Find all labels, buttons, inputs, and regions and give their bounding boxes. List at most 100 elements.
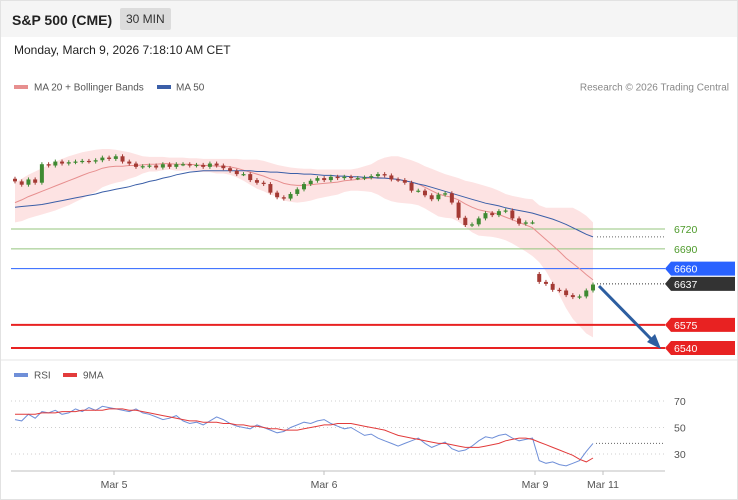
rsi-panel: 70 50 30 bbox=[11, 396, 686, 467]
candlesticks bbox=[13, 154, 595, 300]
candle-body bbox=[187, 164, 192, 166]
candle-body bbox=[107, 157, 112, 159]
candle-body bbox=[140, 166, 145, 168]
candle-body bbox=[382, 174, 387, 176]
candle-body bbox=[543, 281, 548, 284]
candle-body bbox=[234, 170, 239, 175]
level-label-6660: 6660 bbox=[674, 264, 698, 276]
candle-body bbox=[19, 181, 24, 185]
candle-body bbox=[349, 176, 354, 179]
candle-body bbox=[221, 165, 226, 169]
candle-body bbox=[591, 284, 595, 291]
x-tick-label: Mar 11 bbox=[587, 479, 619, 491]
candle-body bbox=[375, 174, 380, 177]
candle-body bbox=[496, 211, 501, 216]
rsi-legend-swatch bbox=[14, 373, 28, 377]
candle-body bbox=[207, 163, 212, 167]
candle-body bbox=[537, 273, 542, 282]
candle-body bbox=[443, 193, 448, 195]
ma20-legend-label: MA 20 + Bollinger Bands bbox=[34, 83, 144, 94]
candle-body bbox=[362, 177, 367, 179]
level-label-6690: 6690 bbox=[674, 244, 698, 256]
candle-body bbox=[302, 184, 306, 190]
rsi-line bbox=[14, 405, 594, 467]
candle-body bbox=[396, 179, 401, 181]
level-label-6720: 6720 bbox=[674, 224, 698, 236]
chart-header: S&P 500 (CME) 30 MIN bbox=[1, 1, 737, 37]
candle-body bbox=[113, 156, 118, 159]
candle-body bbox=[241, 174, 246, 176]
rsi-ma-line bbox=[15, 408, 594, 463]
candle-body bbox=[268, 184, 273, 193]
candle-body bbox=[295, 189, 300, 194]
interval-button[interactable]: 30 MIN bbox=[120, 8, 171, 30]
candle-body bbox=[86, 160, 91, 163]
candle-body bbox=[214, 163, 219, 166]
level-label-6540: 6540 bbox=[674, 343, 698, 355]
candle-body bbox=[503, 210, 508, 212]
candle-body bbox=[463, 217, 468, 226]
candle-body bbox=[530, 222, 535, 224]
candle-body bbox=[322, 178, 327, 181]
forecast-arrow bbox=[597, 284, 661, 349]
candle-body bbox=[100, 157, 105, 161]
level-label-tag bbox=[665, 341, 735, 355]
rsi-legend-label: RSI bbox=[34, 371, 51, 382]
candle-body bbox=[557, 289, 562, 292]
rsi-ma-legend-label: 9MA bbox=[83, 371, 104, 382]
chart-datetime: Monday, March 9, 2026 7:18:10 AM CET bbox=[14, 43, 231, 57]
ma50-line bbox=[14, 170, 594, 238]
candle-body bbox=[416, 190, 421, 192]
candle-body bbox=[167, 164, 172, 167]
candle-body bbox=[328, 176, 333, 181]
candle-body bbox=[147, 165, 152, 167]
candle-body bbox=[584, 290, 589, 297]
candle-body bbox=[517, 218, 522, 224]
candle-body bbox=[13, 178, 17, 182]
rsi-tick-50: 50 bbox=[674, 423, 686, 435]
candle-body bbox=[577, 296, 582, 298]
level-label-6637: 6637 bbox=[674, 279, 698, 291]
candle-body bbox=[133, 163, 138, 167]
candle-body bbox=[160, 164, 165, 168]
candle-body bbox=[564, 290, 569, 296]
candle-body bbox=[228, 168, 233, 171]
candle-body bbox=[60, 161, 65, 164]
candle-body bbox=[510, 210, 515, 219]
instrument-title: S&P 500 (CME) bbox=[12, 12, 113, 28]
x-tick-label: Mar 9 bbox=[522, 479, 549, 491]
rsi-legend: RSI 9MA bbox=[14, 371, 104, 382]
candle-body bbox=[355, 178, 360, 180]
candle-body bbox=[181, 164, 186, 166]
candle-body bbox=[46, 164, 51, 166]
bollinger-band-area bbox=[15, 149, 593, 338]
ma50-legend-label: MA 50 bbox=[176, 83, 205, 94]
forecast-arrow-head bbox=[647, 334, 661, 349]
candle-body bbox=[429, 195, 434, 200]
candle-body bbox=[254, 180, 259, 183]
level-label-tag bbox=[665, 276, 735, 291]
ma20-legend-swatch bbox=[14, 85, 28, 89]
forecast-arrow-shaft bbox=[597, 284, 655, 343]
candle-body bbox=[127, 161, 132, 164]
price-levels bbox=[11, 228, 665, 349]
level-label-tag bbox=[665, 317, 735, 332]
bollinger-band bbox=[15, 149, 593, 338]
candle-body bbox=[201, 164, 206, 167]
candle-body bbox=[93, 160, 98, 162]
rsi-tick-70: 70 bbox=[674, 396, 686, 408]
price-legend: MA 20 + Bollinger Bands MA 50 Research ©… bbox=[14, 83, 729, 94]
candle-body bbox=[33, 179, 38, 183]
candle-body bbox=[456, 202, 461, 218]
x-tick-label: Mar 6 bbox=[311, 479, 338, 491]
candle-body bbox=[490, 213, 495, 216]
candle-body bbox=[275, 192, 280, 198]
candle-body bbox=[369, 176, 374, 178]
level-label-6575: 6575 bbox=[674, 320, 698, 332]
candle-body bbox=[248, 174, 253, 181]
candle-body bbox=[80, 160, 85, 163]
candle-body bbox=[315, 178, 320, 181]
candle-body bbox=[120, 156, 125, 162]
